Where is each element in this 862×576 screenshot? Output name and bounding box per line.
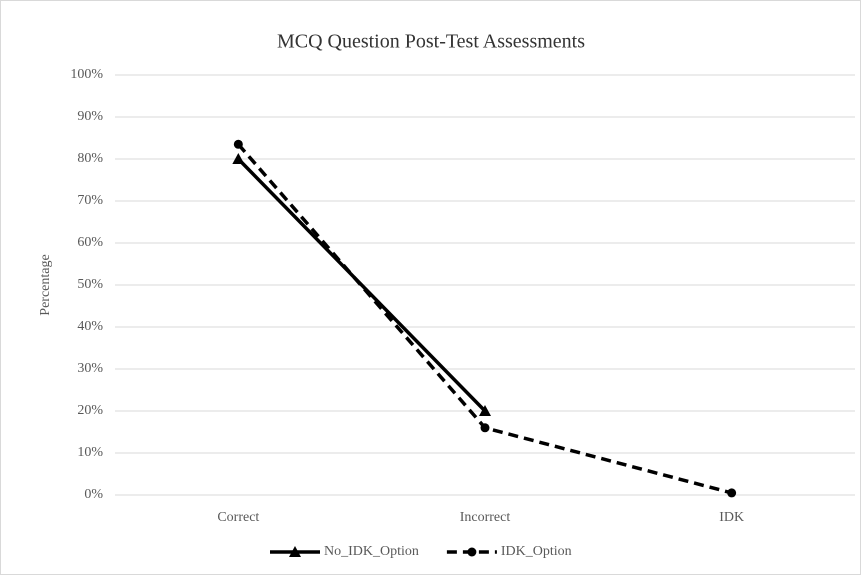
x-tick-label: Incorrect xyxy=(460,510,511,525)
x-tick-label: Correct xyxy=(217,510,259,525)
y-axis-label: Percentage xyxy=(38,254,53,315)
y-tick-label: 50% xyxy=(77,277,103,292)
marker xyxy=(480,423,490,433)
marker xyxy=(479,405,491,416)
chart-title: MCQ Question Post-Test Assessments xyxy=(277,31,585,53)
y-tick-label: 100% xyxy=(70,67,103,82)
marker xyxy=(467,547,477,557)
legend-label: IDK_Option xyxy=(501,544,572,559)
marker xyxy=(727,488,737,498)
y-tick-label: 10% xyxy=(77,445,103,460)
marker xyxy=(232,153,245,164)
y-tick-label: 90% xyxy=(77,109,103,124)
marker xyxy=(289,546,301,557)
x-tick-label: IDK xyxy=(719,510,744,525)
y-tick-label: 20% xyxy=(77,403,103,418)
y-tick-label: 40% xyxy=(77,319,103,334)
series-line xyxy=(237,157,487,413)
y-tick-label: 30% xyxy=(77,361,103,376)
y-tick-label: 0% xyxy=(84,487,103,502)
y-tick-label: 60% xyxy=(77,235,103,250)
legend-label: No_IDK_Option xyxy=(324,544,419,559)
marker xyxy=(233,139,243,149)
y-tick-label: 70% xyxy=(77,193,103,208)
y-tick-label: 80% xyxy=(77,151,103,166)
